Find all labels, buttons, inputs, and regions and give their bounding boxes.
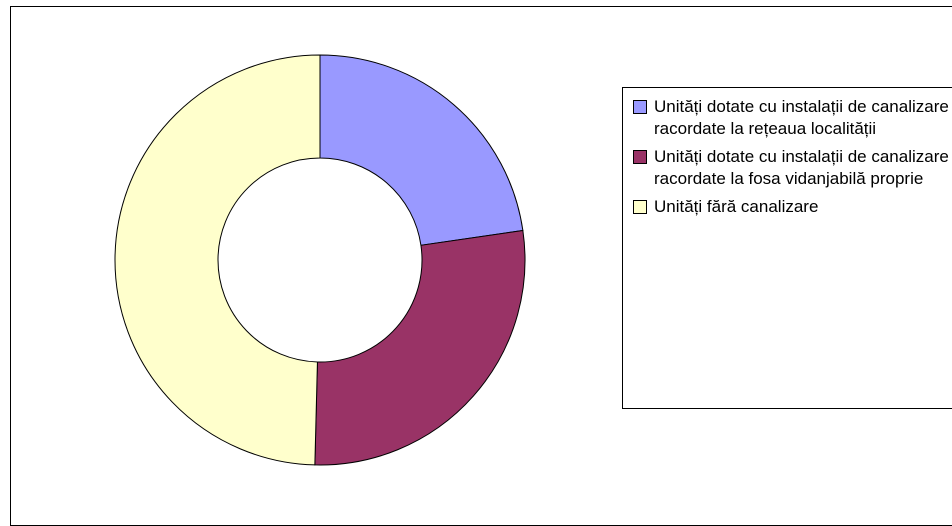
page: {"chart_data": {"type": "donut", "catego… [10, 6, 952, 526]
legend-swatch [633, 100, 647, 114]
legend-swatch [633, 150, 647, 164]
donut-slice [114, 54, 321, 466]
legend-label: Unități fără canalizare [654, 197, 819, 216]
legend-item: Unități fără canalizare [631, 196, 952, 218]
donut-slice [319, 54, 524, 246]
legend: Unități dotate cu instalații de canaliza… [622, 87, 952, 409]
legend-label: Unități dotate cu instalații de canaliza… [654, 147, 949, 188]
legend-swatch [633, 200, 647, 214]
legend-item: Unități dotate cu instalații de canaliza… [631, 146, 952, 190]
chart [114, 54, 526, 466]
legend-item: Unități dotate cu instalații de canaliza… [631, 96, 952, 140]
legend-label: Unități dotate cu instalații de canaliza… [654, 97, 949, 138]
donut-slice [314, 229, 526, 466]
